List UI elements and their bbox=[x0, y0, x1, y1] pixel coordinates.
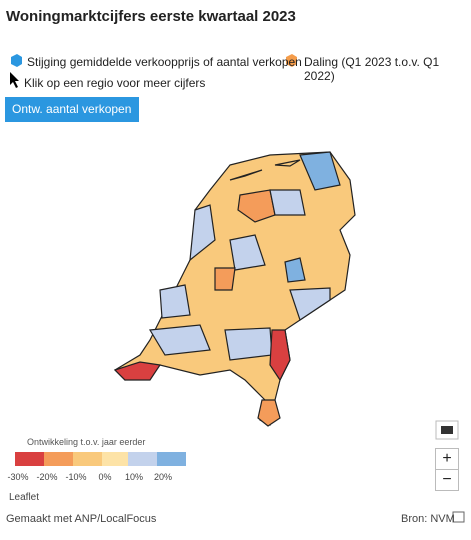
zoom-in[interactable]: + bbox=[435, 448, 459, 470]
fall-icon bbox=[286, 54, 297, 67]
scale-title: Ontwikkeling t.o.v. jaar eerder bbox=[27, 437, 146, 447]
region[interactable] bbox=[289, 287, 331, 321]
region[interactable] bbox=[148, 324, 211, 356]
cursor-icon bbox=[10, 72, 19, 88]
color-scale bbox=[15, 452, 186, 466]
map bbox=[113, 151, 356, 427]
region[interactable] bbox=[299, 151, 341, 191]
region[interactable] bbox=[214, 267, 236, 291]
scale-tick: -20% bbox=[36, 472, 58, 482]
scale-tick: 20% bbox=[153, 472, 172, 482]
region[interactable] bbox=[237, 189, 276, 223]
region[interactable] bbox=[224, 327, 273, 361]
region[interactable] bbox=[229, 234, 266, 271]
scale-tick: -30% bbox=[7, 472, 29, 482]
region[interactable] bbox=[284, 257, 306, 283]
rise-icon bbox=[11, 54, 22, 67]
island bbox=[274, 159, 301, 167]
legend-item: Klik op een regio voor meer cijfers bbox=[24, 76, 206, 90]
region[interactable] bbox=[159, 284, 191, 319]
region[interactable] bbox=[257, 399, 281, 427]
title: Woningmarktcijfers eerste kwartaal 2023 bbox=[6, 8, 296, 25]
region[interactable] bbox=[269, 189, 306, 216]
scale-tick: 0% bbox=[98, 472, 112, 482]
region[interactable] bbox=[189, 204, 216, 262]
attribution[interactable]: Leaflet bbox=[9, 492, 40, 503]
keyboard-icon bbox=[441, 426, 453, 434]
table-icon[interactable] bbox=[452, 511, 465, 523]
credit: Gemaakt met ANP/LocalFocus bbox=[6, 513, 157, 525]
island bbox=[229, 169, 263, 181]
zoom-out[interactable]: − bbox=[435, 469, 459, 491]
source: Bron: NVM bbox=[401, 513, 455, 525]
legend-item: Daling (Q1 2023 t.o.v. Q1 2022) bbox=[304, 55, 440, 83]
region[interactable] bbox=[113, 361, 162, 381]
dropdown-button[interactable]: Ontw. aantal verkopen ⌄ bbox=[5, 97, 139, 141]
legend-item: Stijging gemiddelde verkoopprijs of aant… bbox=[27, 55, 302, 69]
button-label: Ontw. aantal verkopen bbox=[12, 102, 132, 116]
scale-tick: 10% bbox=[124, 472, 143, 482]
region[interactable] bbox=[269, 329, 291, 382]
scale-tick: -10% bbox=[65, 472, 87, 482]
